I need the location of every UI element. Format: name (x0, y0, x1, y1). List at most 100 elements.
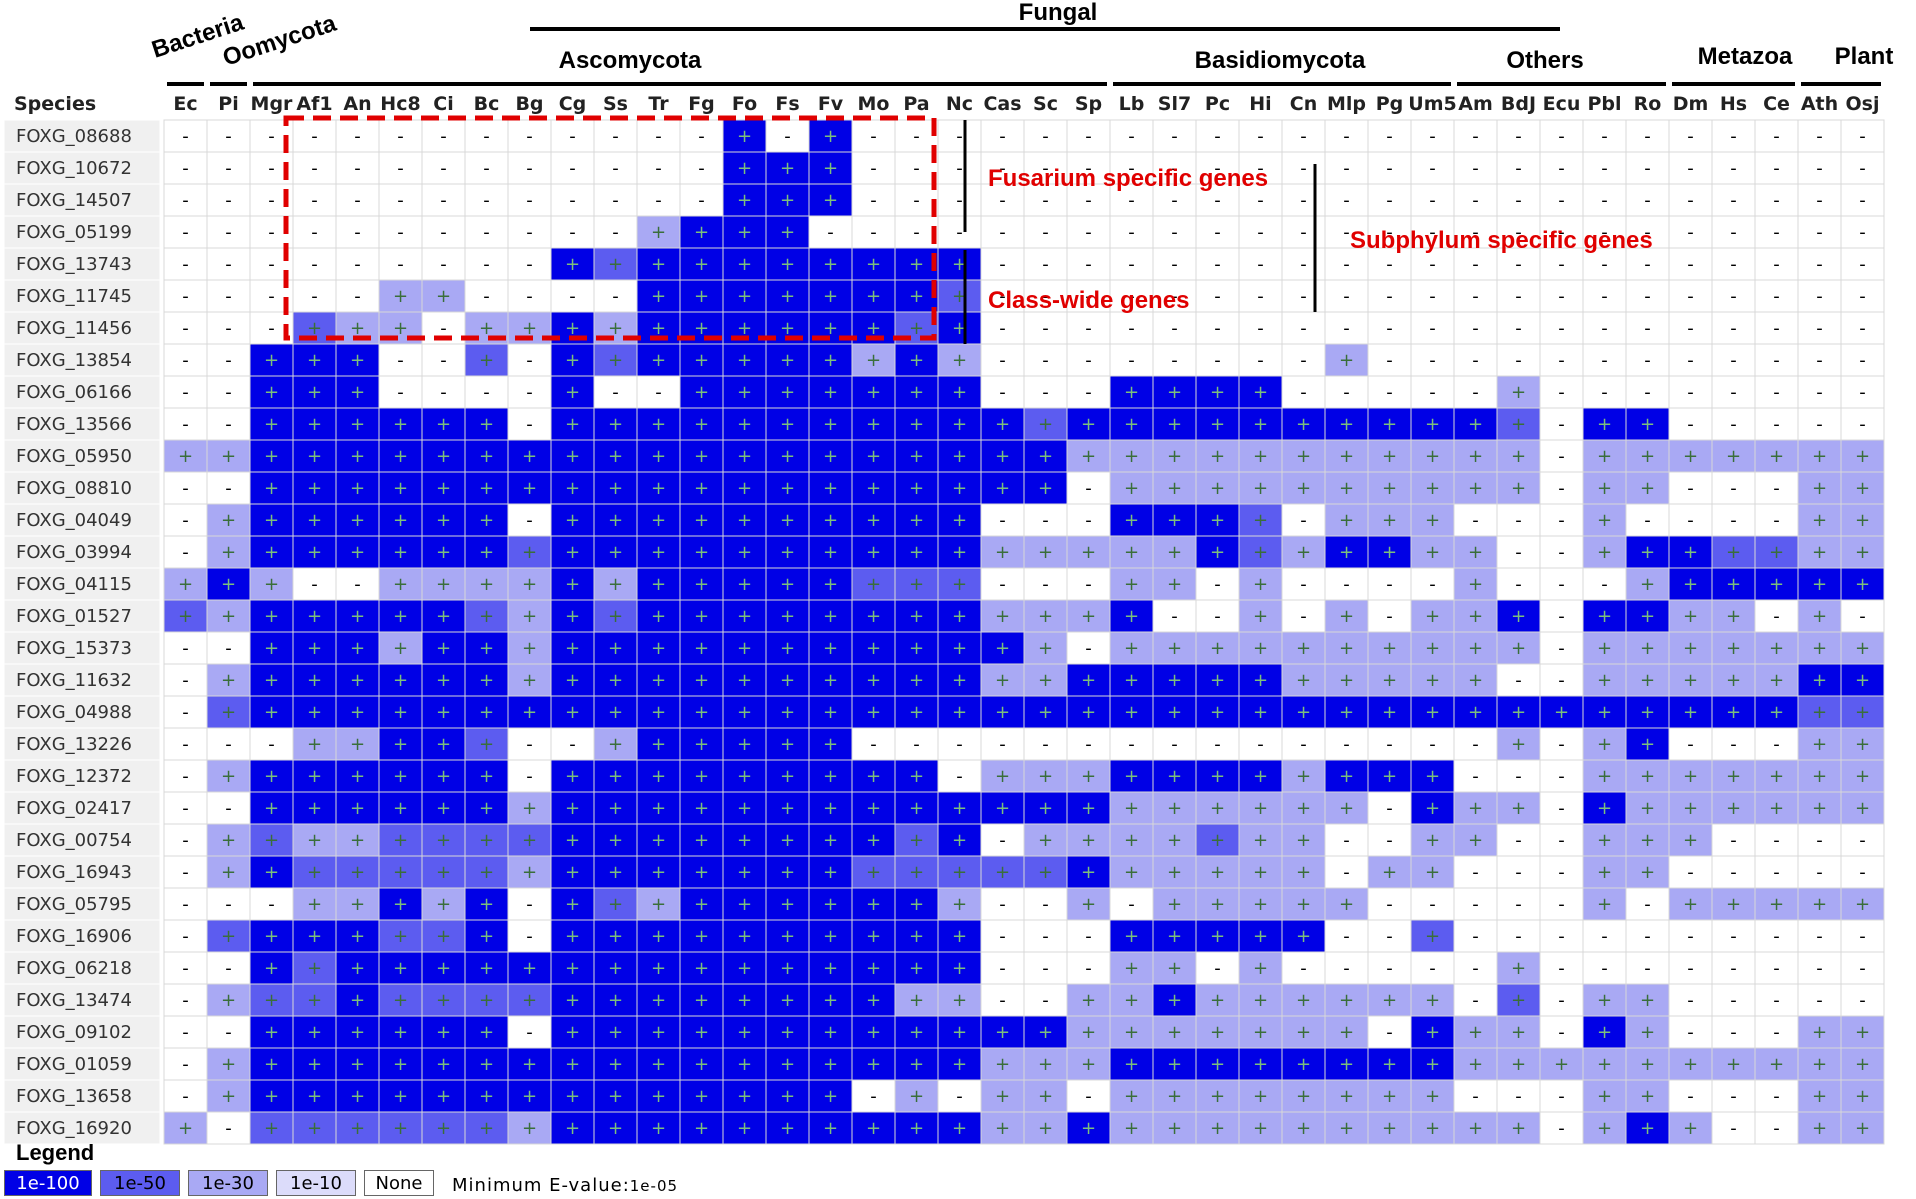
cell-symbol: - (1386, 318, 1393, 339)
cell-symbol: + (1210, 926, 1225, 947)
cell-symbol: + (1296, 414, 1311, 435)
cell-symbol: + (823, 958, 838, 979)
heatmap-cell (808, 407, 853, 441)
cell-symbol: + (608, 830, 623, 851)
cell-symbol: + (307, 510, 322, 531)
cell-symbol: + (264, 958, 279, 979)
cell-symbol: - (1601, 382, 1608, 403)
heatmap-cell (1324, 119, 1369, 153)
cell-symbol: + (1597, 830, 1612, 851)
cell-symbol: + (866, 862, 881, 883)
cell-symbol: - (1386, 1022, 1393, 1043)
heatmap-cell (292, 279, 337, 313)
row-label: FOXG_14507 (16, 190, 132, 211)
heatmap-cell (1453, 343, 1498, 377)
heatmap-cell (1281, 279, 1326, 313)
cell-symbol: - (225, 222, 232, 243)
cell-symbol: + (737, 734, 752, 755)
cell-symbol: - (225, 958, 232, 979)
cell-symbol: + (1339, 1054, 1354, 1075)
cell-symbol: - (913, 734, 920, 755)
cell-symbol: + (1081, 1118, 1096, 1139)
cell-symbol: + (780, 1022, 795, 1043)
cell-symbol: + (1597, 542, 1612, 563)
cell-symbol: + (1210, 990, 1225, 1011)
cell-symbol: + (221, 446, 236, 467)
cell-symbol: + (1253, 638, 1268, 659)
heatmap-cell (1539, 407, 1584, 441)
cell-symbol: + (780, 222, 795, 243)
cell-symbol: + (694, 798, 709, 819)
cell-symbol: - (1515, 574, 1522, 595)
cell-symbol: + (1855, 510, 1870, 531)
cell-symbol: + (479, 414, 494, 435)
heatmap-cell (1539, 343, 1584, 377)
cell-symbol: - (182, 638, 189, 659)
cell-symbol: + (823, 126, 838, 147)
cell-symbol: - (1429, 158, 1436, 179)
cell-symbol: + (694, 638, 709, 659)
heatmap-cell (1797, 503, 1842, 537)
cell-symbol: + (1726, 446, 1741, 467)
cell-symbol: + (1425, 1086, 1440, 1107)
cell-symbol: - (655, 158, 662, 179)
cell-symbol: + (479, 958, 494, 979)
cell-symbol: + (565, 1118, 580, 1139)
heatmap-cell (1797, 375, 1842, 409)
cell-symbol: - (1859, 990, 1866, 1011)
cell-symbol: + (393, 414, 408, 435)
cell-symbol: + (1210, 638, 1225, 659)
cell-symbol: + (350, 1086, 365, 1107)
cell-symbol: + (1812, 702, 1827, 723)
cell-symbol: - (1730, 286, 1737, 307)
cell-symbol: - (1472, 926, 1479, 947)
heatmap-cell (1066, 439, 1111, 473)
cell-symbol: + (780, 510, 795, 531)
cell-symbol: - (1730, 382, 1737, 403)
cell-symbol: + (995, 446, 1010, 467)
cell-symbol: + (1339, 606, 1354, 627)
cell-symbol: + (565, 894, 580, 915)
cell-symbol: + (350, 766, 365, 787)
cell-symbol: - (1515, 222, 1522, 243)
cell-symbol: + (436, 1086, 451, 1107)
cell-symbol: + (866, 254, 881, 275)
cell-symbol: + (737, 574, 752, 595)
cell-symbol: + (178, 574, 193, 595)
heatmap-cell (937, 407, 982, 441)
cell-symbol: + (909, 990, 924, 1011)
cell-symbol: + (1597, 670, 1612, 691)
cell-symbol: - (1343, 926, 1350, 947)
row-label: FOXG_10672 (16, 158, 132, 179)
heatmap-cell (808, 343, 853, 377)
cell-symbol: + (608, 414, 623, 435)
cell-symbol: - (1085, 222, 1092, 243)
heatmap-cell (980, 439, 1025, 473)
cell-symbol: + (1855, 478, 1870, 499)
cell-symbol: + (264, 1054, 279, 1075)
cell-symbol: + (866, 894, 881, 915)
heatmap-cell (421, 247, 466, 281)
cell-symbol: + (823, 606, 838, 627)
cell-symbol: + (1511, 990, 1526, 1011)
column-label: Ce (1763, 93, 1790, 115)
cell-symbol: + (694, 1054, 709, 1075)
cell-symbol: - (182, 830, 189, 851)
cell-symbol: - (1214, 286, 1221, 307)
cell-symbol: + (1124, 990, 1139, 1011)
heatmap-cell (1066, 375, 1111, 409)
cell-symbol: - (182, 286, 189, 307)
heatmap-cell (1324, 471, 1369, 505)
cell-symbol: - (1429, 734, 1436, 755)
cell-symbol: - (1429, 350, 1436, 371)
heatmap-cell (851, 119, 896, 153)
cell-symbol: + (1425, 702, 1440, 723)
fusarium-annotation: Fusarium specific genes (988, 165, 1268, 192)
heatmap-cell (1840, 503, 1885, 537)
cell-symbol: - (1730, 1118, 1737, 1139)
heatmap-cell (1195, 183, 1240, 217)
cell-symbol: + (866, 766, 881, 787)
cell-symbol: - (1429, 958, 1436, 979)
cell-symbol: + (1210, 830, 1225, 851)
cell-symbol: + (1382, 638, 1397, 659)
